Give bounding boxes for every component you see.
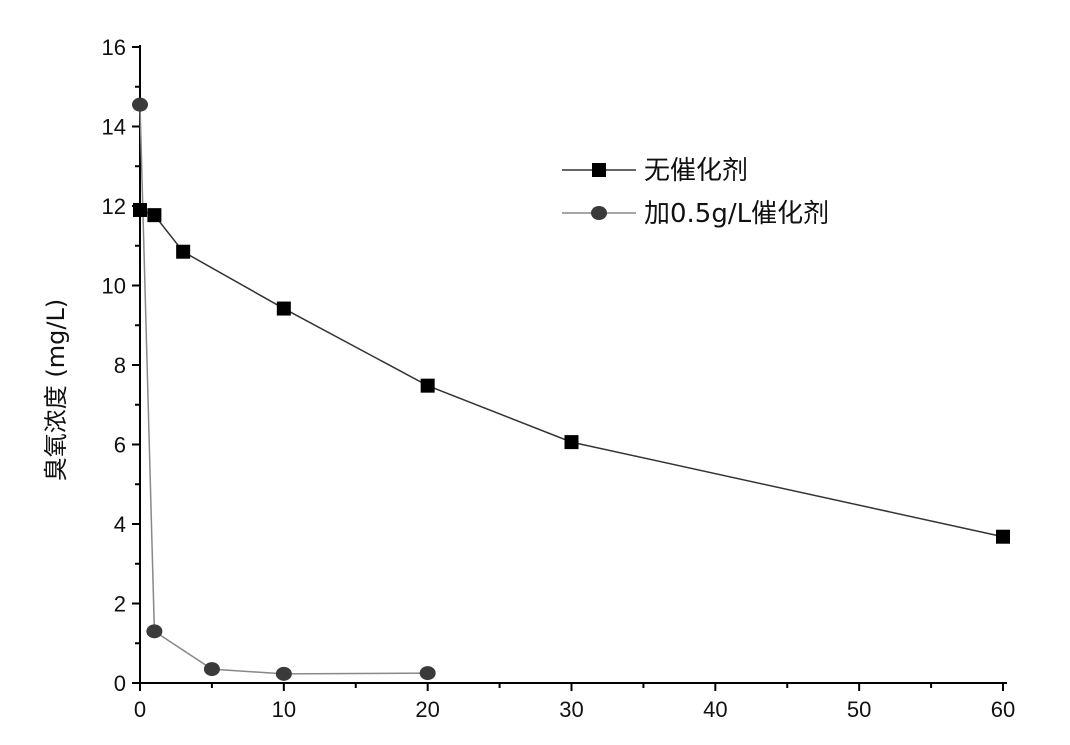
legend-marker-square (592, 163, 606, 177)
y-tick-label: 6 (114, 433, 126, 458)
data-point-square (564, 435, 579, 450)
data-point-square (176, 244, 191, 259)
y-tick-label: 8 (114, 353, 126, 378)
data-point-square (147, 208, 162, 223)
data-point-square (276, 301, 291, 316)
data-point-circle (132, 97, 148, 112)
y-axis-label: 臭氧浓度 (mg/L) (42, 299, 70, 481)
x-tick-label: 0 (134, 697, 146, 722)
x-tick-label: 20 (415, 697, 439, 722)
y-tick-label: 16 (102, 35, 126, 60)
y-tick-label: 4 (114, 512, 126, 537)
data-point-circle (203, 662, 220, 677)
data-point-square (133, 202, 147, 217)
data-point-circle (419, 666, 436, 681)
legend-marker-circle (591, 206, 607, 220)
x-tick-label: 10 (272, 697, 296, 722)
series-line-2 (139, 104, 428, 675)
x-tick-label: 30 (559, 697, 583, 722)
data-point-circle (275, 666, 292, 681)
x-tick-label: 50 (847, 697, 871, 722)
x-tick-label: 60 (991, 697, 1015, 722)
legend-label: 加0.5g/L催化剂 (644, 199, 829, 229)
y-tick-label: 10 (102, 274, 126, 299)
y-tick-label: 14 (102, 115, 126, 140)
data-point-square (996, 529, 1010, 544)
x-tick-label: 40 (703, 697, 727, 722)
data-point-square (420, 378, 435, 393)
y-tick-label: 0 (114, 671, 126, 696)
y-tick-label: 12 (102, 194, 126, 219)
y-tick-label: 2 (114, 592, 126, 617)
legend-label: 无催化剂 (644, 156, 748, 186)
series-line-1 (139, 209, 1004, 538)
data-point-circle (146, 624, 163, 639)
